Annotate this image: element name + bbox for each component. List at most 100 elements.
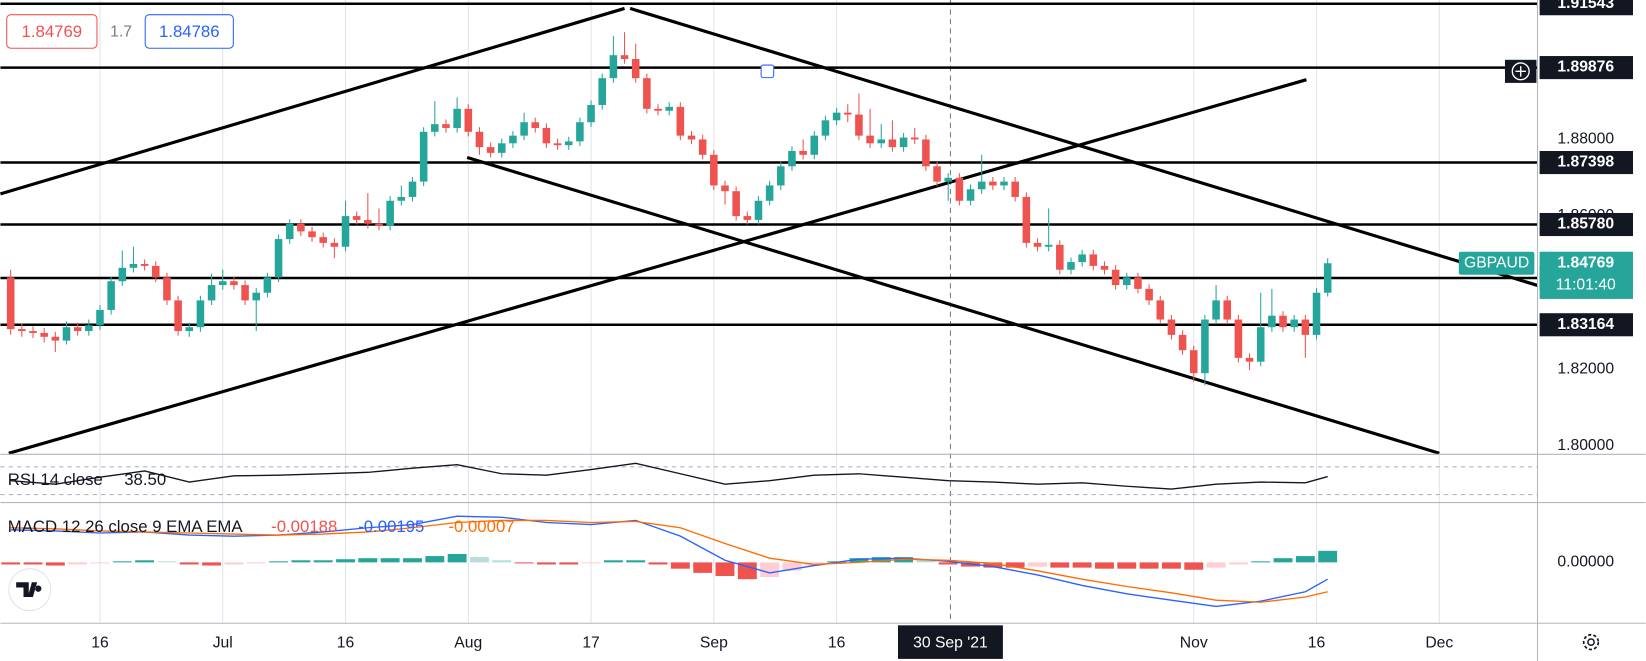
macd-histogram-bar: [470, 557, 489, 563]
macd-histogram-bar: [1228, 562, 1248, 565]
macd-histogram-bar: [403, 558, 422, 563]
candle-body: [486, 147, 495, 153]
candle-body: [542, 127, 551, 144]
macd-histogram-bar: [179, 562, 199, 565]
macd-hist-value: -0.00188: [271, 517, 337, 536]
candle-body: [933, 166, 941, 182]
macd-histogram-bar: [1206, 562, 1226, 568]
candle-body: [877, 139, 886, 144]
candle-body: [1256, 327, 1265, 362]
candle-body: [1145, 288, 1153, 301]
symbol-box: [1458, 251, 1535, 275]
candle-body: [888, 139, 897, 148]
candle-body: [509, 135, 517, 144]
rsi-value: 38.50: [124, 470, 166, 489]
macd-histogram-bar: [1273, 558, 1293, 563]
candle-body: [1323, 263, 1332, 293]
candle-body: [564, 141, 573, 146]
candle-body: [1123, 277, 1131, 286]
candle-body: [196, 300, 205, 328]
candle-body: [1290, 319, 1298, 328]
candle-body: [531, 122, 540, 128]
level-label: 1.89876: [1557, 59, 1614, 76]
candle-body: [464, 108, 473, 132]
macd-histogram-bar: [492, 560, 512, 563]
macd-histogram-bar: [1318, 550, 1338, 563]
macd-histogram-bar: [1072, 562, 1092, 568]
x-tick-label: Nov: [1180, 634, 1208, 651]
macd-histogram-bar: [737, 562, 757, 580]
countdown-label: 11:01:40: [1556, 276, 1616, 293]
candle-body: [497, 143, 506, 153]
macd-histogram-bar: [269, 561, 288, 563]
candle-body: [308, 231, 316, 238]
macd-histogram-bar: [536, 562, 556, 565]
candle-body: [899, 137, 908, 148]
macd-histogram-bar: [380, 558, 400, 563]
macd-histogram-bar: [336, 559, 355, 563]
settings-icon[interactable]: [1582, 633, 1600, 651]
ask-box[interactable]: [144, 14, 234, 49]
candle-body: [687, 135, 696, 140]
macd-histogram-bar: [224, 562, 244, 565]
macd-histogram-bar: [1184, 562, 1204, 570]
macd-histogram-bar: [1, 562, 21, 565]
macd-histogram-bar: [648, 562, 668, 565]
candle-body: [6, 277, 15, 330]
candle-body: [297, 223, 305, 232]
candle-body: [40, 332, 48, 337]
level-label-box: [1539, 212, 1633, 237]
trendline: [466, 155, 1440, 455]
candle-body: [1279, 315, 1287, 328]
candle-body: [587, 104, 595, 123]
macd-histogram-bar: [782, 562, 802, 571]
add-circle: [1511, 62, 1530, 81]
rsi-title: RSI 14 close: [8, 470, 103, 489]
candle-body: [1178, 334, 1187, 351]
last-price-label: 1.84769: [1557, 254, 1614, 271]
x-tick-label: 16: [337, 634, 355, 651]
level-label: 1.85780: [1557, 216, 1614, 233]
candle-body: [1301, 319, 1310, 335]
level-label: 1.83164: [1557, 316, 1614, 333]
candle-body: [1234, 319, 1243, 358]
candle-body: [710, 154, 718, 186]
candle-body: [274, 239, 283, 278]
axis-layer: 16 Jul 16 Aug 17 Sep 16 Nov 16 Dec 30 Sep '21 1.800…: [91, 0, 1633, 659]
macd-histogram-bar: [45, 562, 65, 566]
candle-body: [1212, 300, 1220, 320]
candle-body: [855, 114, 863, 136]
candle-body: [1111, 269, 1120, 286]
candle-body: [732, 191, 740, 217]
candle-body: [1167, 319, 1176, 335]
candle-body: [263, 277, 272, 293]
macd-histogram-bar: [581, 562, 601, 564]
candle-body: [96, 309, 104, 326]
macd-histogram-bar: [916, 560, 936, 563]
macd-line: [10, 515, 1329, 608]
macd-histogram-bar: [135, 560, 155, 563]
candle-body: [977, 181, 986, 190]
candle-body: [754, 200, 763, 220]
candle-body: [241, 285, 249, 301]
candle-body: [129, 263, 138, 268]
candle-body: [1100, 265, 1109, 270]
drawing-handle[interactable]: [760, 64, 775, 79]
candle-body: [1134, 277, 1142, 289]
candle-body: [777, 166, 785, 186]
last-price-box: [1539, 251, 1633, 299]
candle-body: [174, 300, 182, 332]
candle-body: [252, 292, 261, 301]
candle-body: [364, 219, 372, 224]
add-level-icon[interactable]: [1504, 59, 1537, 83]
y-tick-label: 1.80000: [1557, 437, 1614, 454]
candle-body: [319, 237, 327, 243]
macd-histogram-bar: [983, 562, 1003, 568]
candle-body: [1223, 300, 1232, 320]
candle-body: [397, 196, 406, 201]
candle-body: [218, 281, 227, 286]
candle-body: [285, 223, 294, 240]
candle-body: [1089, 254, 1098, 266]
bid-box[interactable]: [6, 14, 98, 49]
logo-mark: [16, 582, 42, 597]
